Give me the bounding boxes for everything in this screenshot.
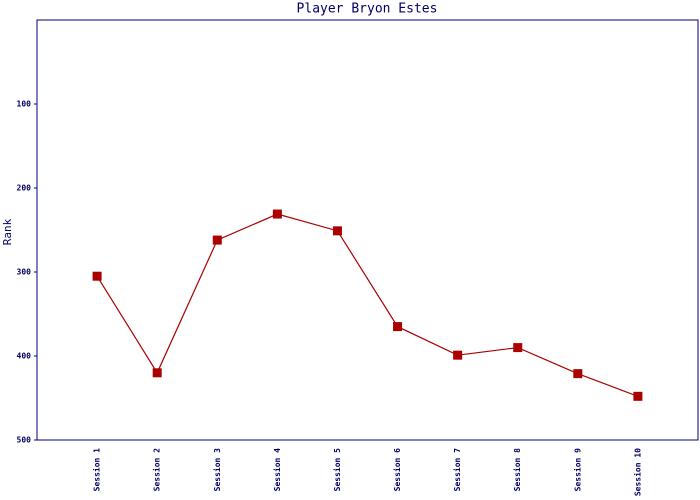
y-axis-label: Rank	[1, 218, 14, 245]
x-tick-label: Session 3	[212, 448, 222, 492]
point-marker	[92, 271, 102, 281]
point-marker	[152, 368, 162, 378]
x-tick-label: Session 6	[392, 448, 402, 492]
series-line	[96, 213, 639, 397]
x-tick-label: Session 10	[632, 448, 642, 496]
x-tick-label: Session 1	[92, 448, 102, 492]
y-tick-label: 400	[17, 352, 32, 361]
point-marker	[393, 322, 403, 332]
x-tick-label: Session 2	[152, 448, 162, 492]
x-tick-label: Session 8	[512, 448, 522, 492]
y-tick-label: 300	[17, 268, 32, 277]
point-marker	[513, 343, 523, 353]
point-marker	[633, 391, 643, 401]
y-tick-label: 500	[17, 436, 32, 445]
x-tick-label: Session 5	[332, 448, 342, 492]
x-tick-label: Session 7	[452, 448, 462, 492]
y-tick-label: 200	[17, 184, 32, 193]
chart-title: Player Bryon Estes	[297, 2, 438, 17]
point-marker	[272, 209, 282, 219]
point-marker	[212, 235, 222, 245]
x-tick-label: Session 9	[572, 448, 582, 492]
x-tick-label: Session 4	[272, 448, 282, 492]
plot-frame	[36, 19, 699, 441]
y-tick-label: 100	[17, 100, 32, 109]
point-marker	[332, 226, 342, 236]
point-marker	[453, 350, 463, 360]
point-marker	[573, 369, 583, 379]
